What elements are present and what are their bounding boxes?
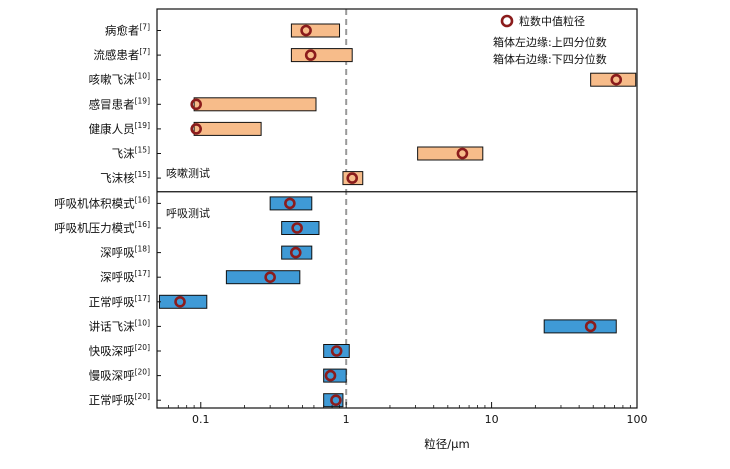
median-marker — [264, 271, 276, 284]
row-label-name: 流感患者 — [93, 48, 139, 62]
box-bar — [193, 121, 262, 136]
row-label-reference: [19] — [135, 121, 150, 130]
row-label: 深呼吸[17] — [100, 269, 150, 284]
box-bar — [590, 72, 637, 87]
row-label-name: 病愈者 — [105, 24, 140, 38]
row-label: 正常呼吸[17] — [89, 294, 150, 309]
row-label: 飞沫核[15] — [100, 170, 150, 185]
row-label: 呼吸机体积模式[16] — [54, 195, 150, 210]
row-label-reference: [20] — [135, 343, 150, 352]
x-tick-label: 100 — [627, 413, 648, 426]
box-bar — [543, 319, 617, 334]
box-bar — [323, 344, 350, 358]
median-marker — [324, 369, 337, 382]
row-label-name: 呼吸机压力模式 — [54, 221, 135, 235]
median-marker — [300, 24, 312, 37]
median-marker — [304, 49, 317, 61]
median-marker — [174, 295, 186, 308]
row-label: 讲话飞沫[10] — [89, 318, 150, 333]
row-label-reference: [20] — [135, 368, 150, 377]
row-label-name: 正常呼吸 — [89, 295, 135, 309]
row-label: 感冒患者[19] — [89, 96, 150, 111]
row-label-reference: [17] — [135, 294, 150, 303]
x-tick-label: 0.1 — [192, 413, 210, 426]
x-axis-label: 粒径/μm — [424, 437, 469, 451]
box-bar — [290, 23, 341, 38]
plot-frame — [156, 8, 638, 409]
row-label-reference: [10] — [135, 72, 150, 81]
median-marker — [284, 197, 296, 210]
row-label: 快吸深呼[20] — [89, 343, 150, 358]
row-label: 健康人员[19] — [89, 121, 150, 136]
median-marker — [291, 222, 303, 234]
row-label-name: 飞沫核 — [100, 171, 135, 185]
row-label-name: 飞沫 — [112, 147, 135, 161]
row-label: 正常呼吸[20] — [89, 392, 150, 407]
row-label-name: 慢吸深呼 — [89, 369, 135, 383]
group-label-breath-test: 呼吸测试 — [166, 207, 210, 220]
row-label-name: 讲话飞沫 — [89, 319, 135, 333]
x-tick-label: 1 — [343, 413, 350, 426]
median-marker — [456, 147, 469, 160]
box-bar — [269, 196, 313, 211]
row-label-name: 快吸深呼 — [89, 344, 135, 358]
row-label-reference: [17] — [135, 269, 150, 278]
box-bar — [290, 48, 353, 63]
row-label: 呼吸机压力模式[16] — [54, 220, 150, 235]
median-marker — [346, 172, 359, 184]
row-label-reference: [7] — [139, 23, 150, 32]
row-label-reference: [18] — [135, 245, 150, 254]
box-bar — [281, 221, 320, 235]
row-label-name: 正常呼吸 — [89, 393, 135, 407]
legend-note-left-edge: 箱体左边缘:上四分位数 — [493, 35, 607, 49]
row-label-reference: [15] — [135, 170, 150, 179]
x-tick-label: 10 — [485, 413, 499, 426]
median-marker — [190, 123, 202, 135]
median-marker — [330, 345, 343, 357]
median-marker — [289, 246, 302, 259]
median-marker — [190, 98, 202, 111]
row-label-reference: [19] — [135, 96, 150, 105]
row-label: 流感患者[7] — [93, 47, 150, 62]
legend: 粒数中值粒径 箱体左边缘:上四分位数 箱体右边缘:下四分位数 — [493, 14, 607, 66]
row-label-reference: [15] — [135, 146, 150, 155]
row-label-name: 深呼吸 — [100, 270, 135, 284]
box-bar — [417, 146, 484, 161]
group-label-cough-test: 咳嗽测试 — [166, 166, 210, 180]
row-label-name: 呼吸机体积模式 — [54, 196, 135, 210]
row-label-reference: [7] — [139, 47, 150, 56]
row-label: 飞沫[15] — [112, 146, 150, 161]
median-marker — [330, 394, 342, 407]
box-bar — [193, 97, 317, 112]
box-bar — [281, 245, 313, 260]
x-axis-ticks: 0.1 1 10 100 — [168, 402, 648, 426]
row-label-name: 深呼吸 — [100, 246, 135, 260]
legend-marker-icon — [500, 14, 514, 28]
legend-marker-label: 粒数中值粒径 — [519, 14, 585, 28]
legend-note-right-edge: 箱体右边缘:下四分位数 — [493, 52, 607, 66]
median-marker — [610, 73, 623, 86]
row-label: 慢吸深呼[20] — [89, 368, 150, 383]
row-label-reference: [20] — [135, 392, 150, 401]
row-label-reference: [16] — [135, 195, 150, 204]
box-bar — [225, 270, 301, 285]
median-marker — [584, 320, 597, 333]
row-label-reference: [16] — [135, 220, 150, 229]
row-label-name: 感冒患者 — [89, 97, 135, 111]
bars-layer — [158, 23, 637, 408]
row-labels: 病愈者[7]流感患者[7]咳嗽飞沫[10]感冒患者[19]健康人员[19]飞沫[… — [54, 23, 161, 407]
row-label: 咳嗽飞沫[10] — [89, 72, 150, 87]
row-label-name: 健康人员 — [89, 122, 135, 136]
row-label: 病愈者[7] — [105, 23, 150, 38]
row-label: 深呼吸[18] — [100, 245, 150, 260]
row-label-reference: [10] — [135, 318, 150, 327]
row-label-name: 咳嗽飞沫 — [89, 73, 135, 87]
